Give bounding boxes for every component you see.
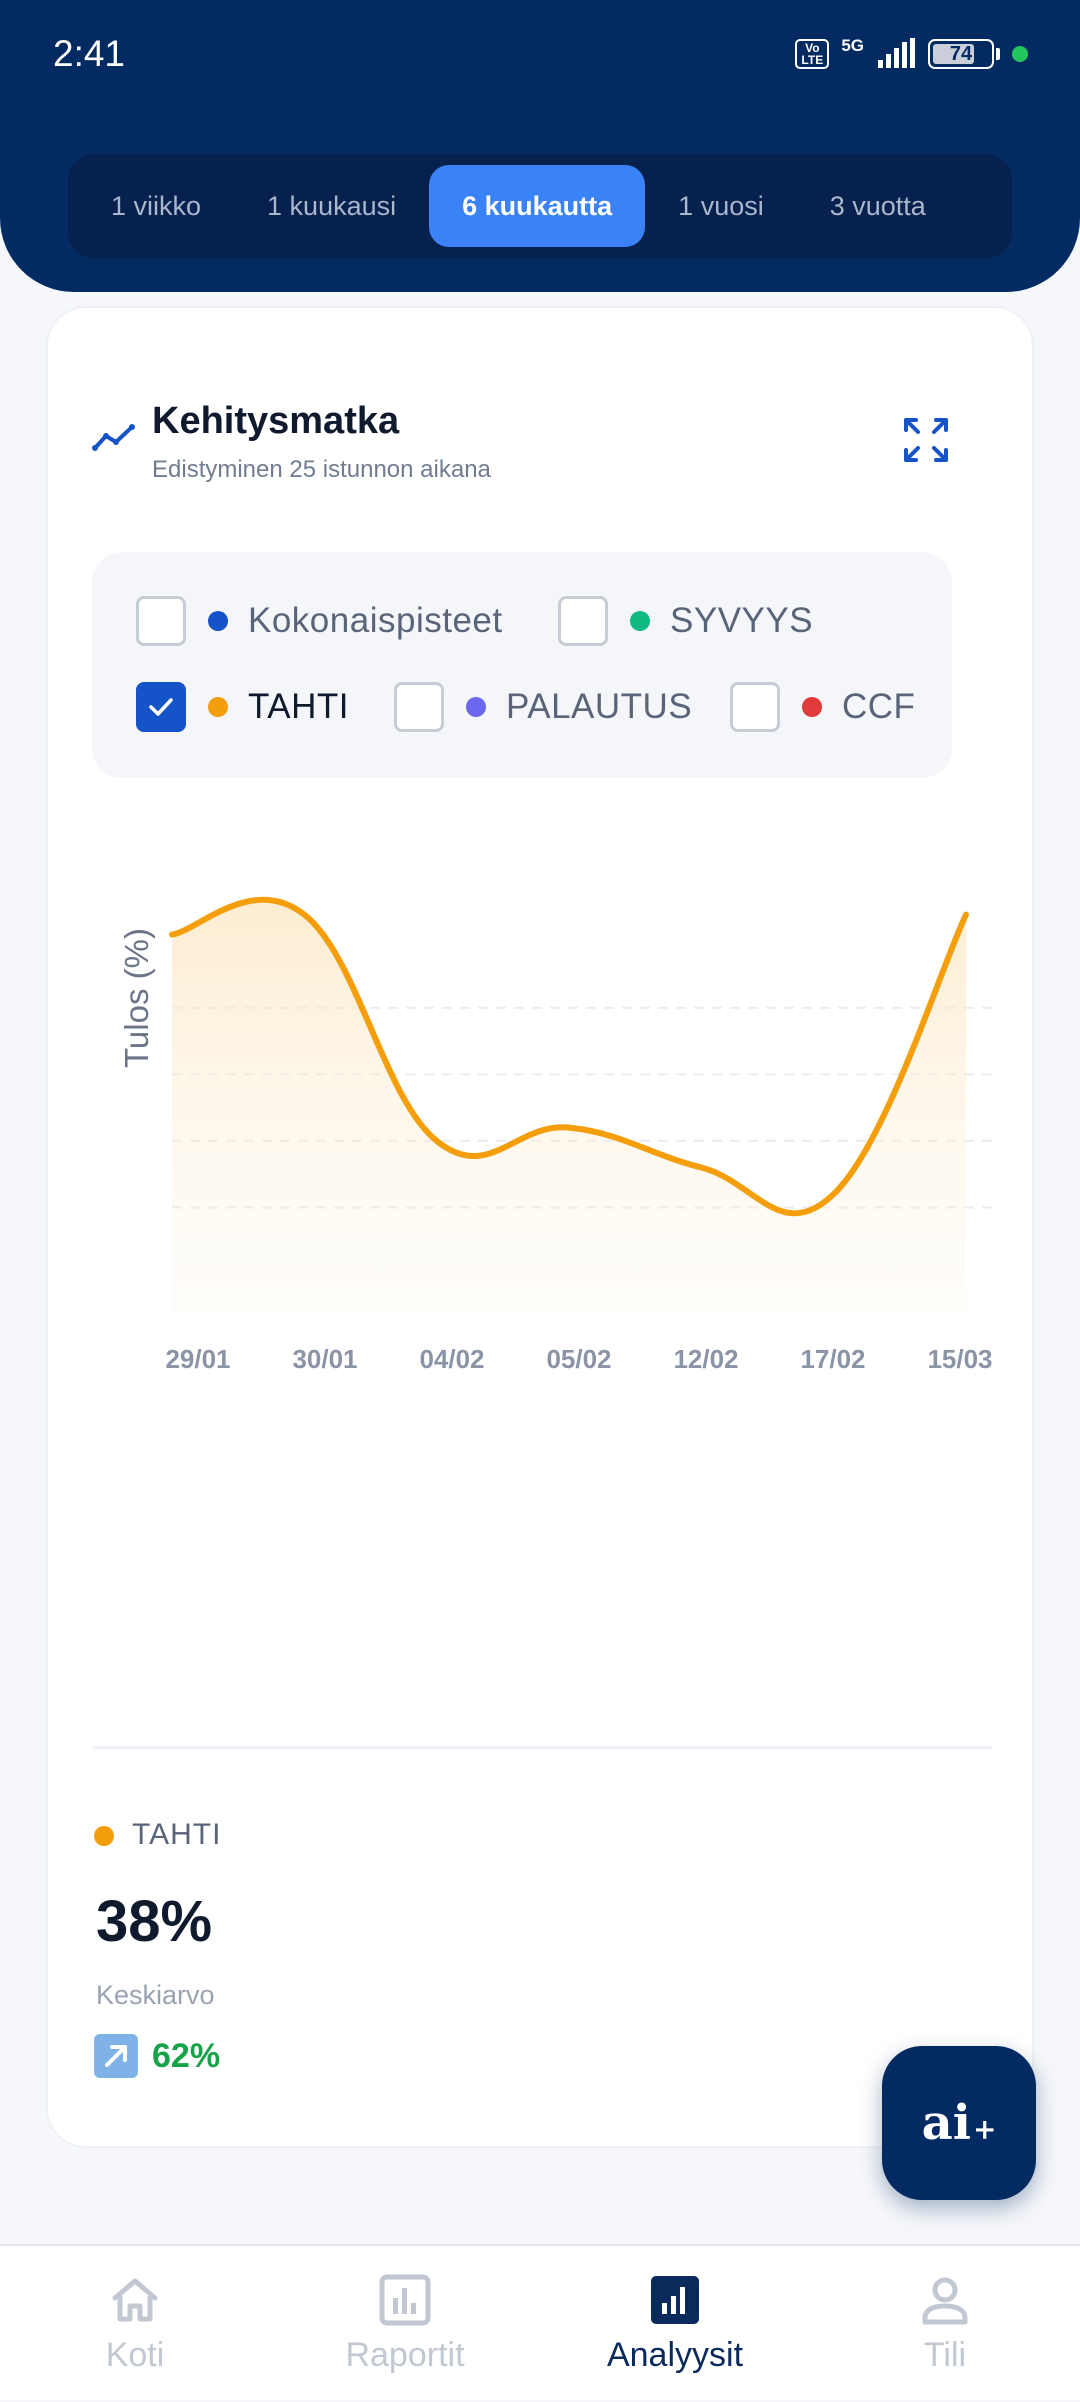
checkbox[interactable] [394, 682, 444, 732]
tab-1-week[interactable]: 1 viikko [111, 190, 202, 221]
x-tick-label: 29/01 [165, 1344, 230, 1374]
ai-button-suffix: + [972, 2112, 997, 2146]
x-tick-label: 04/02 [419, 1344, 484, 1374]
legend-label: Kokonaispisteet [248, 601, 503, 640]
x-tick-label: 12/02 [673, 1344, 738, 1374]
volte-icon: Vo LTE [795, 39, 830, 69]
checkbox[interactable] [136, 596, 186, 646]
legend-label: CCF [842, 687, 916, 726]
series-color-dot [208, 611, 228, 631]
nav-label: Raportit [345, 2336, 465, 2374]
range-tabs: 1 viikko 1 kuukausi 6 kuukautta 1 vuosi … [68, 154, 1012, 258]
nav-item-koti[interactable]: Koti [0, 2246, 270, 2402]
series-area-tahti [172, 899, 966, 1314]
summary-series-dot [94, 1826, 114, 1846]
ai-button-label: ai [921, 2095, 971, 2151]
chart-report-icon [379, 2274, 431, 2326]
nav-label: Analyysit [606, 2336, 744, 2374]
legend-label: TAHTI [248, 687, 350, 726]
legend-item-ccf[interactable]: CCF [730, 682, 915, 732]
volte-top: Vo [805, 41, 820, 55]
trend-line-icon [92, 424, 135, 451]
x-tick-label: 30/01 [292, 1344, 357, 1374]
nav-label: Tili [923, 2336, 967, 2374]
card-subtitle: Edistyminen 25 istunnon aikana [152, 456, 491, 483]
battery-icon: 74 [928, 39, 994, 69]
tab-6-months[interactable]: 6 kuukautta [429, 165, 646, 247]
tab-3-years[interactable]: 3 vuotta [829, 190, 926, 221]
checkbox[interactable] [558, 596, 608, 646]
progress-card: Kehitysmatka Edistyminen 25 istunnon aik… [46, 306, 1034, 2148]
battery-level: 74 [949, 42, 973, 65]
legend-item-syvyys[interactable]: SYVYYS [558, 596, 813, 646]
card-title: Kehitysmatka [152, 400, 400, 442]
divider [92, 1746, 992, 1749]
volte-bottom: LTE [801, 53, 824, 67]
checkbox[interactable] [730, 682, 780, 732]
user-icon [922, 2277, 968, 2325]
x-tick-label: 17/02 [800, 1344, 865, 1374]
tab-1-month[interactable]: 1 kuukausi [267, 190, 397, 221]
nav-item-raportit[interactable]: Raportit [270, 2246, 540, 2402]
x-tick-label: 05/02 [546, 1344, 611, 1374]
series-color-dot [802, 697, 822, 717]
series-line-tahti [169, 896, 969, 1217]
series-legend: Kokonaispisteet SYVYYS TAHTI PALAUTUS CC… [92, 552, 952, 778]
summary-caption: Keskiarvo [96, 1980, 215, 2010]
summary-change-value: 62% [152, 2036, 221, 2075]
legend-label: SYVYYS [670, 601, 814, 640]
legend-label: PALAUTUS [506, 687, 693, 726]
home-icon [112, 2278, 158, 2322]
expand-icon[interactable] [902, 416, 950, 464]
network-label: 5G [841, 36, 864, 55]
nav-label: Koti [105, 2336, 165, 2374]
status-dot [1012, 46, 1028, 62]
nav-item-tili[interactable]: Tili [810, 2246, 1080, 2402]
legend-item-kokonaispisteet[interactable]: Kokonaispisteet [136, 596, 503, 646]
series-color-dot [630, 611, 650, 631]
progress-chart: 29/01 30/01 04/02 05/02 12/02 17/02 15/03 [165, 896, 994, 1374]
header: 2:41 Vo LTE 5G 74 1 viikko 1 kuukausi 6 … [0, 0, 1080, 292]
legend-item-palautus[interactable]: PALAUTUS [394, 682, 692, 732]
summary-average-value: 38% [96, 1889, 213, 1954]
analytics-icon [651, 2276, 699, 2324]
x-tick-label: 15/03 [927, 1344, 992, 1374]
nav-item-analyysit[interactable]: Analyysit [540, 2246, 810, 2402]
status-icons: Vo LTE 5G 74 [795, 34, 1028, 74]
checkbox-checked[interactable] [136, 682, 186, 732]
tab-1-year[interactable]: 1 vuosi [678, 190, 764, 221]
status-time: 2:41 [53, 33, 126, 74]
series-color-dot [466, 697, 486, 717]
summary-series-name: TAHTI [132, 1818, 222, 1851]
bottom-nav: Koti Raportit Analyysit Tili [0, 2244, 1080, 2400]
ai-assistant-button[interactable]: ai + [882, 2046, 1036, 2200]
summary-change: 62% [94, 2034, 220, 2078]
signal-icon [878, 38, 915, 68]
legend-item-tahti[interactable]: TAHTI [136, 682, 349, 732]
series-color-dot [208, 697, 228, 717]
arrow-up-right-icon [94, 2034, 138, 2078]
checkmark-icon [149, 698, 173, 716]
